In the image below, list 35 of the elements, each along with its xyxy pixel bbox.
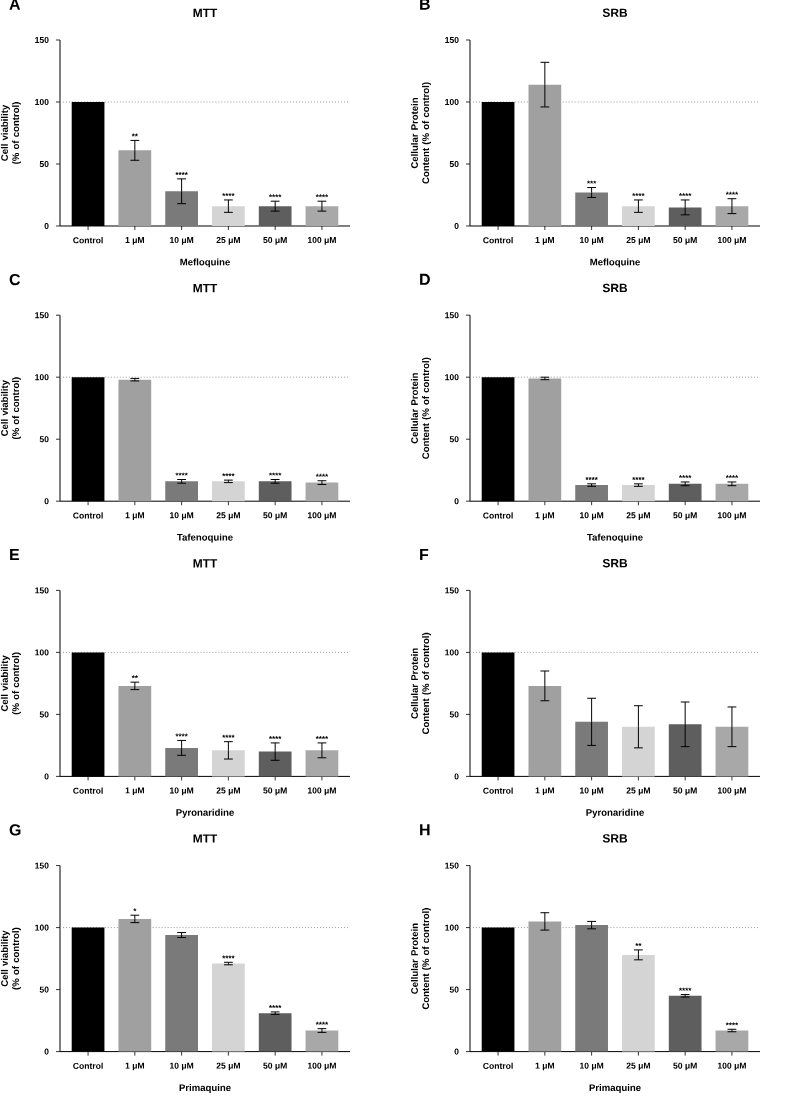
bar xyxy=(715,1030,749,1052)
bar xyxy=(575,192,608,226)
bar xyxy=(622,206,655,226)
bar xyxy=(575,925,608,1052)
bar xyxy=(165,481,198,502)
bar xyxy=(715,726,749,777)
bar xyxy=(258,1013,292,1052)
bar xyxy=(668,995,702,1052)
bar xyxy=(212,963,245,1052)
bar xyxy=(622,954,655,1052)
bar xyxy=(212,206,245,226)
bar xyxy=(258,751,292,777)
bar xyxy=(668,724,702,777)
bar xyxy=(212,481,245,502)
bar xyxy=(212,750,245,777)
bar xyxy=(305,206,339,226)
bar xyxy=(622,485,655,502)
bar xyxy=(668,483,702,502)
bar xyxy=(258,206,292,226)
bar xyxy=(305,482,339,502)
bar xyxy=(165,935,198,1052)
bar xyxy=(305,750,339,777)
bar xyxy=(575,485,608,502)
bar xyxy=(165,191,198,226)
bar xyxy=(305,1030,339,1052)
bar xyxy=(715,483,749,502)
bar xyxy=(715,206,749,226)
bar xyxy=(575,721,608,777)
bar xyxy=(668,207,702,226)
bar xyxy=(118,685,152,777)
bar xyxy=(165,747,198,777)
bar xyxy=(258,481,292,502)
bar xyxy=(622,726,655,777)
bar xyxy=(528,685,562,777)
bar xyxy=(118,150,152,226)
